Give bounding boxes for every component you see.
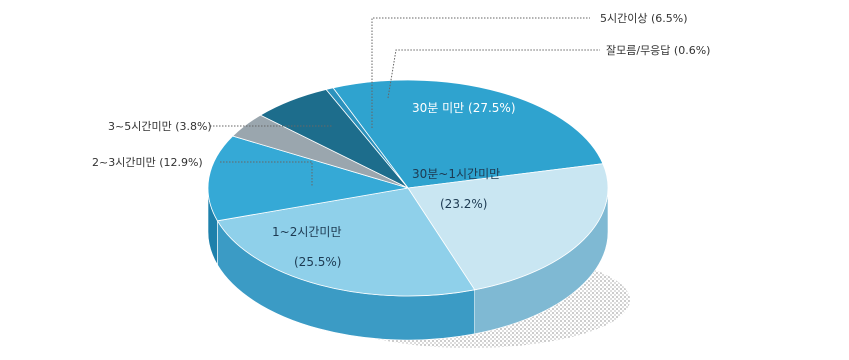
label-3-5h: 3~5시간미만 (3.8%) — [108, 120, 212, 133]
leader-line-2-3h — [220, 161, 313, 186]
leader-line-5h — [371, 17, 590, 128]
slice-2 — [216, 187, 476, 297]
label-2-3h: 2~3시간미만 (12.9%) — [92, 156, 203, 169]
label-unknown: 잘모름/무응답 (0.6%) — [606, 44, 710, 57]
label-1-2h-line1: 1~2시간미만 — [272, 225, 342, 239]
label-1-2h-line2: (25.5%) — [294, 255, 341, 269]
leader-line-unknown — [387, 49, 600, 99]
slice-6 — [325, 87, 409, 189]
slice-1 — [407, 163, 609, 291]
pie-tops — [207, 79, 609, 297]
label-5h: 5시간이상 (6.5%) — [600, 12, 688, 25]
slice-0 — [332, 79, 604, 189]
label-30m-1h-line1: 30분~1시간미만 — [412, 167, 500, 181]
label-30m-1h-line2: (23.2%) — [440, 197, 487, 211]
slice-3 — [207, 135, 409, 222]
label-under-30m: 30분 미만 (27.5%) — [412, 101, 516, 115]
leader-lines — [210, 17, 600, 186]
